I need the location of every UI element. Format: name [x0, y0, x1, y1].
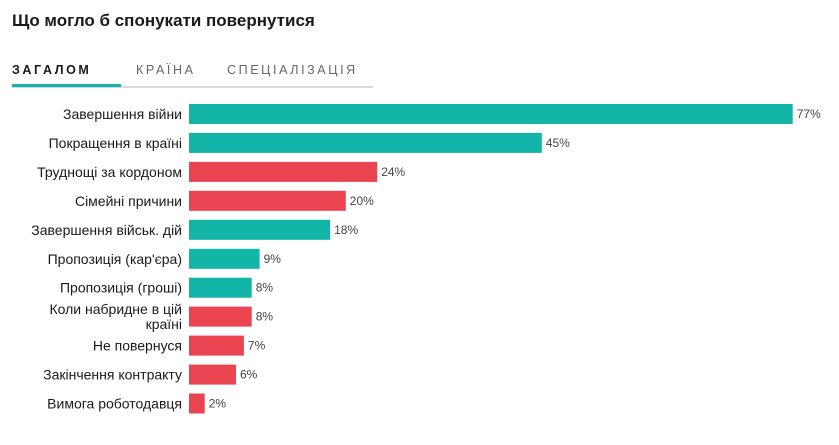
value-label-1: 45% — [546, 136, 570, 150]
category-label-1: Покращення в країні — [49, 135, 182, 151]
value-label-7: 8% — [256, 310, 274, 324]
value-label-2: 24% — [381, 165, 405, 179]
tab-specialization[interactable]: СПЕЦІАЛІЗАЦІЯ — [227, 63, 358, 77]
chart-title: Що могло б спонукати повернутися — [12, 11, 315, 30]
category-label-6: Пропозиція (гроші) — [60, 280, 182, 296]
category-label-3: Сімейні причини — [75, 193, 182, 209]
value-label-9: 6% — [240, 368, 258, 382]
tab-bar: ЗАГАЛОМ КРАЇНА СПЕЦІАЛІЗАЦІЯ — [12, 60, 373, 88]
bar-7 — [189, 306, 252, 327]
value-label-4: 18% — [334, 223, 358, 237]
category-label-4: Завершення військ. дій — [31, 222, 182, 238]
bar-10 — [189, 393, 205, 414]
bar-6 — [189, 277, 252, 298]
value-label-8: 7% — [248, 339, 266, 353]
bar-9 — [189, 364, 236, 385]
category-label-10: Вимога роботодавця — [47, 396, 182, 412]
value-label-6: 8% — [256, 281, 274, 295]
bar-0 — [189, 104, 793, 124]
category-label-9: Закінчення контракту — [43, 367, 182, 383]
bar-4 — [189, 219, 331, 240]
bar-1 — [189, 132, 542, 153]
category-label-0: Завершення війни — [63, 106, 182, 122]
category-label-7: Коли набридне в цій країні — [49, 301, 182, 332]
category-label-8: Не повернуся — [93, 338, 182, 354]
active-tab-indicator — [12, 84, 121, 87]
bar-2 — [189, 161, 378, 182]
value-label-3: 20% — [350, 194, 374, 208]
value-label-10: 2% — [209, 397, 227, 411]
value-label-0: 77% — [797, 107, 821, 121]
category-label-2: Труднощі за кордоном — [37, 164, 182, 180]
value-label-5: 9% — [264, 252, 282, 266]
tab-overall[interactable]: ЗАГАЛОМ — [12, 63, 92, 77]
category-label-5: Пропозиція (кар'єра) — [48, 251, 182, 267]
bar-5 — [189, 248, 260, 269]
bar-8 — [189, 335, 244, 356]
bar-3 — [189, 190, 346, 211]
tab-country[interactable]: КРАЇНА — [136, 63, 196, 77]
